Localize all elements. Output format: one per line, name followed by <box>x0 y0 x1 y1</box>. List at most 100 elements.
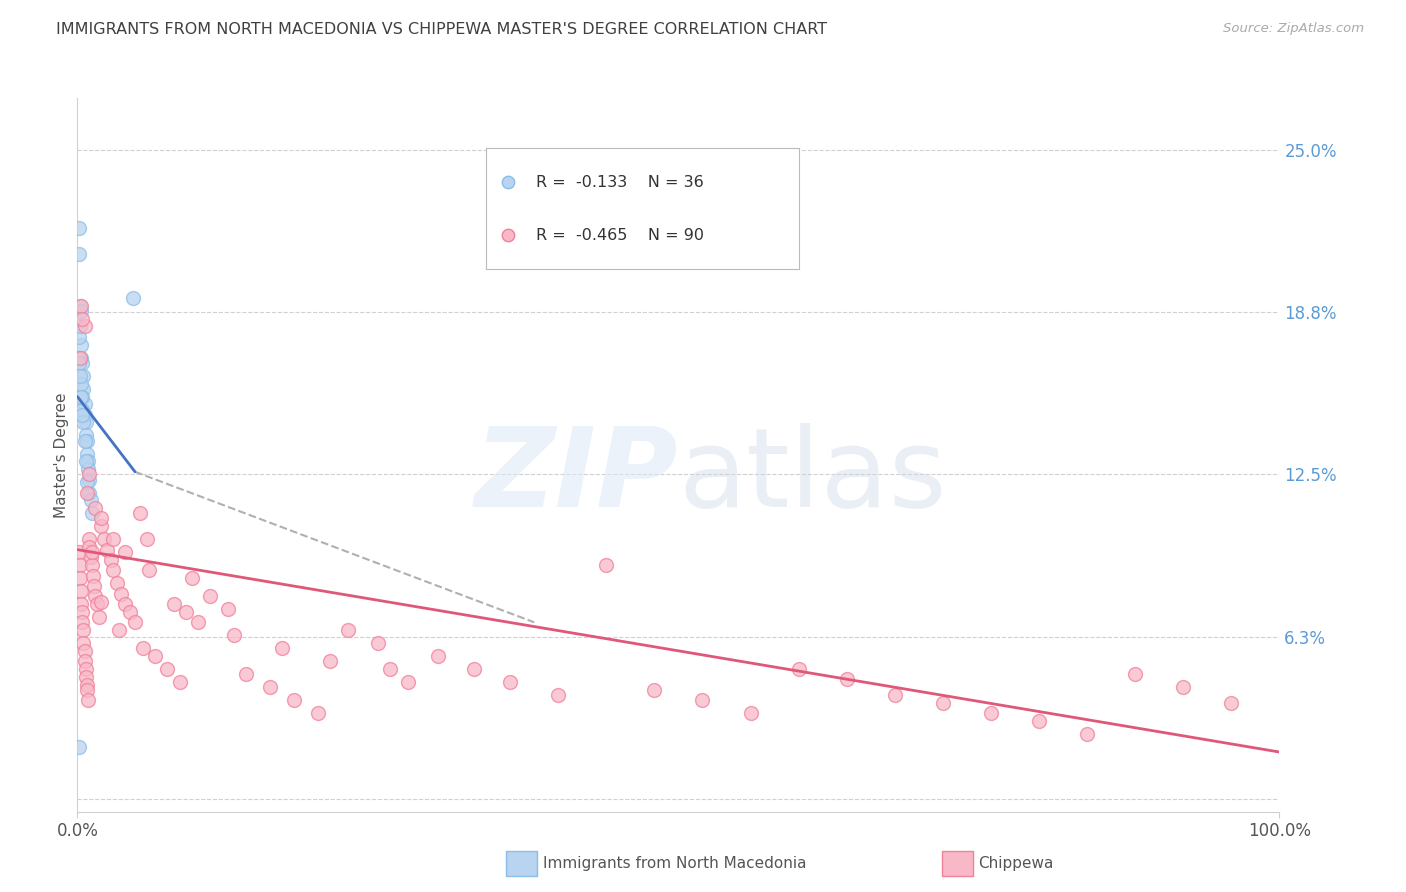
Point <box>1076 727 1098 741</box>
Point <box>70 597 93 611</box>
Point <box>79 550 101 565</box>
Point <box>496 175 519 189</box>
Point <box>93 533 115 547</box>
Point <box>121 291 143 305</box>
Point <box>70 376 93 391</box>
Point <box>72 623 94 637</box>
Point <box>76 677 98 691</box>
Point <box>70 390 93 404</box>
Text: ZIP: ZIP <box>475 423 679 530</box>
Point <box>76 485 98 500</box>
Point <box>75 454 97 468</box>
Point <box>70 304 93 318</box>
Point <box>76 475 98 490</box>
Point <box>740 706 762 720</box>
Point <box>69 558 91 573</box>
Point <box>643 682 665 697</box>
Text: Immigrants from North Macedonia: Immigrants from North Macedonia <box>543 856 806 871</box>
Point <box>90 511 112 525</box>
Text: atlas: atlas <box>679 423 946 530</box>
Point <box>132 641 155 656</box>
Point <box>114 545 136 559</box>
Point <box>270 641 292 656</box>
Point <box>80 545 103 559</box>
Point <box>124 615 146 630</box>
Point <box>67 247 90 261</box>
Point <box>67 739 90 754</box>
Point <box>169 675 191 690</box>
Point <box>69 299 91 313</box>
Point <box>87 610 110 624</box>
Point <box>72 636 94 650</box>
Point <box>83 579 105 593</box>
Point <box>162 597 184 611</box>
Point <box>72 382 94 396</box>
Text: R =  -0.133    N = 36: R = -0.133 N = 36 <box>536 175 704 189</box>
Point <box>336 623 359 637</box>
Point <box>108 623 131 637</box>
Point <box>396 675 419 690</box>
Point <box>120 605 142 619</box>
Point <box>73 654 96 668</box>
Point <box>145 648 167 663</box>
Point <box>187 615 209 630</box>
Text: IMMIGRANTS FROM NORTH MACEDONIA VS CHIPPEWA MASTER'S DEGREE CORRELATION CHART: IMMIGRANTS FROM NORTH MACEDONIA VS CHIPP… <box>56 22 827 37</box>
Point <box>72 368 94 383</box>
Point <box>100 553 122 567</box>
Point <box>128 506 150 520</box>
Point <box>73 644 96 658</box>
Point <box>1220 696 1243 710</box>
Point <box>70 402 93 417</box>
Point <box>73 434 96 448</box>
Point <box>70 615 93 630</box>
Point <box>67 220 90 235</box>
Point <box>73 319 96 334</box>
Point <box>496 228 519 243</box>
Point <box>367 636 389 650</box>
Point <box>77 693 100 707</box>
Point <box>692 693 714 707</box>
Point <box>67 545 90 559</box>
Point <box>787 662 810 676</box>
Point <box>283 693 305 707</box>
Point <box>105 576 128 591</box>
Point <box>217 602 239 616</box>
Point <box>114 597 136 611</box>
Point <box>69 368 91 383</box>
Text: R =  -0.465    N = 90: R = -0.465 N = 90 <box>536 228 704 243</box>
Point <box>69 571 91 585</box>
Point <box>259 680 281 694</box>
Point <box>222 628 245 642</box>
Point <box>70 605 93 619</box>
Point <box>180 571 202 585</box>
Point <box>595 558 617 573</box>
Point <box>82 568 104 582</box>
Point <box>463 662 485 676</box>
Point <box>67 356 90 370</box>
Point <box>76 434 98 448</box>
Point <box>932 696 955 710</box>
Point <box>70 337 93 351</box>
Point <box>70 351 93 365</box>
Point <box>79 493 101 508</box>
Point <box>79 533 101 547</box>
Point <box>883 688 905 702</box>
Point <box>70 356 93 370</box>
Point <box>835 673 858 687</box>
Point <box>76 447 98 461</box>
Point <box>319 654 342 668</box>
Point <box>80 558 103 573</box>
Point <box>84 590 107 604</box>
Point <box>136 533 159 547</box>
Point <box>499 675 522 690</box>
Y-axis label: Master's Degree: Master's Degree <box>53 392 69 517</box>
Point <box>84 501 107 516</box>
Point <box>547 688 569 702</box>
Text: Chippewa: Chippewa <box>979 856 1054 871</box>
Point <box>79 467 101 482</box>
Point <box>79 540 101 554</box>
Point <box>86 597 108 611</box>
Point <box>1123 667 1146 681</box>
Point <box>1173 680 1195 694</box>
Point <box>90 594 112 608</box>
